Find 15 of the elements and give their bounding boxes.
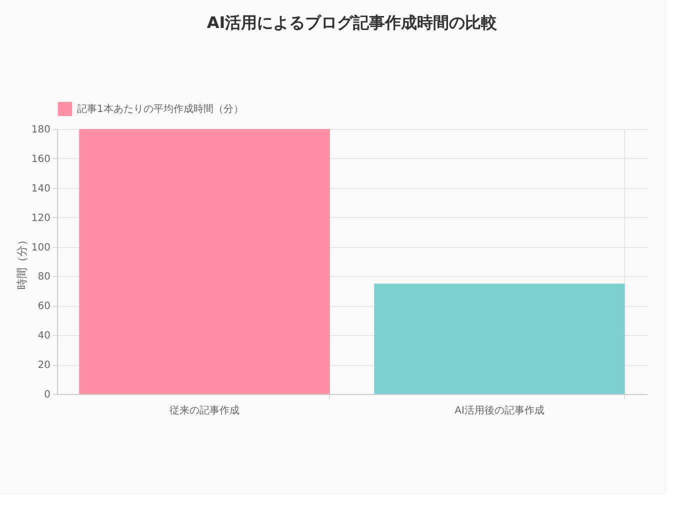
y-tick-label: 80 [38,272,50,283]
y-tick-label: 160 [31,154,50,165]
y-tick-label: 120 [31,212,50,224]
y-tick-label: 180 [31,124,50,136]
y-tick-label: 60 [38,301,50,312]
y-tick-label: 0 [44,390,50,400]
legend-label: 記事1本あたりの平均作成時間（分） [77,103,244,115]
x-tick-label: AI活用後の記事作成 [454,404,544,416]
y-tick-label: 100 [31,242,50,254]
chart-title: AI活用によるブログ記事作成時間の比較 [206,13,498,32]
y-tick-label: 20 [38,360,50,372]
y-tick-label: 40 [38,330,50,342]
y-axis-title: 時間（分） [15,234,28,290]
x-tick-label: 従来の記事作成 [170,404,240,416]
y-tick-label: 140 [31,183,50,194]
